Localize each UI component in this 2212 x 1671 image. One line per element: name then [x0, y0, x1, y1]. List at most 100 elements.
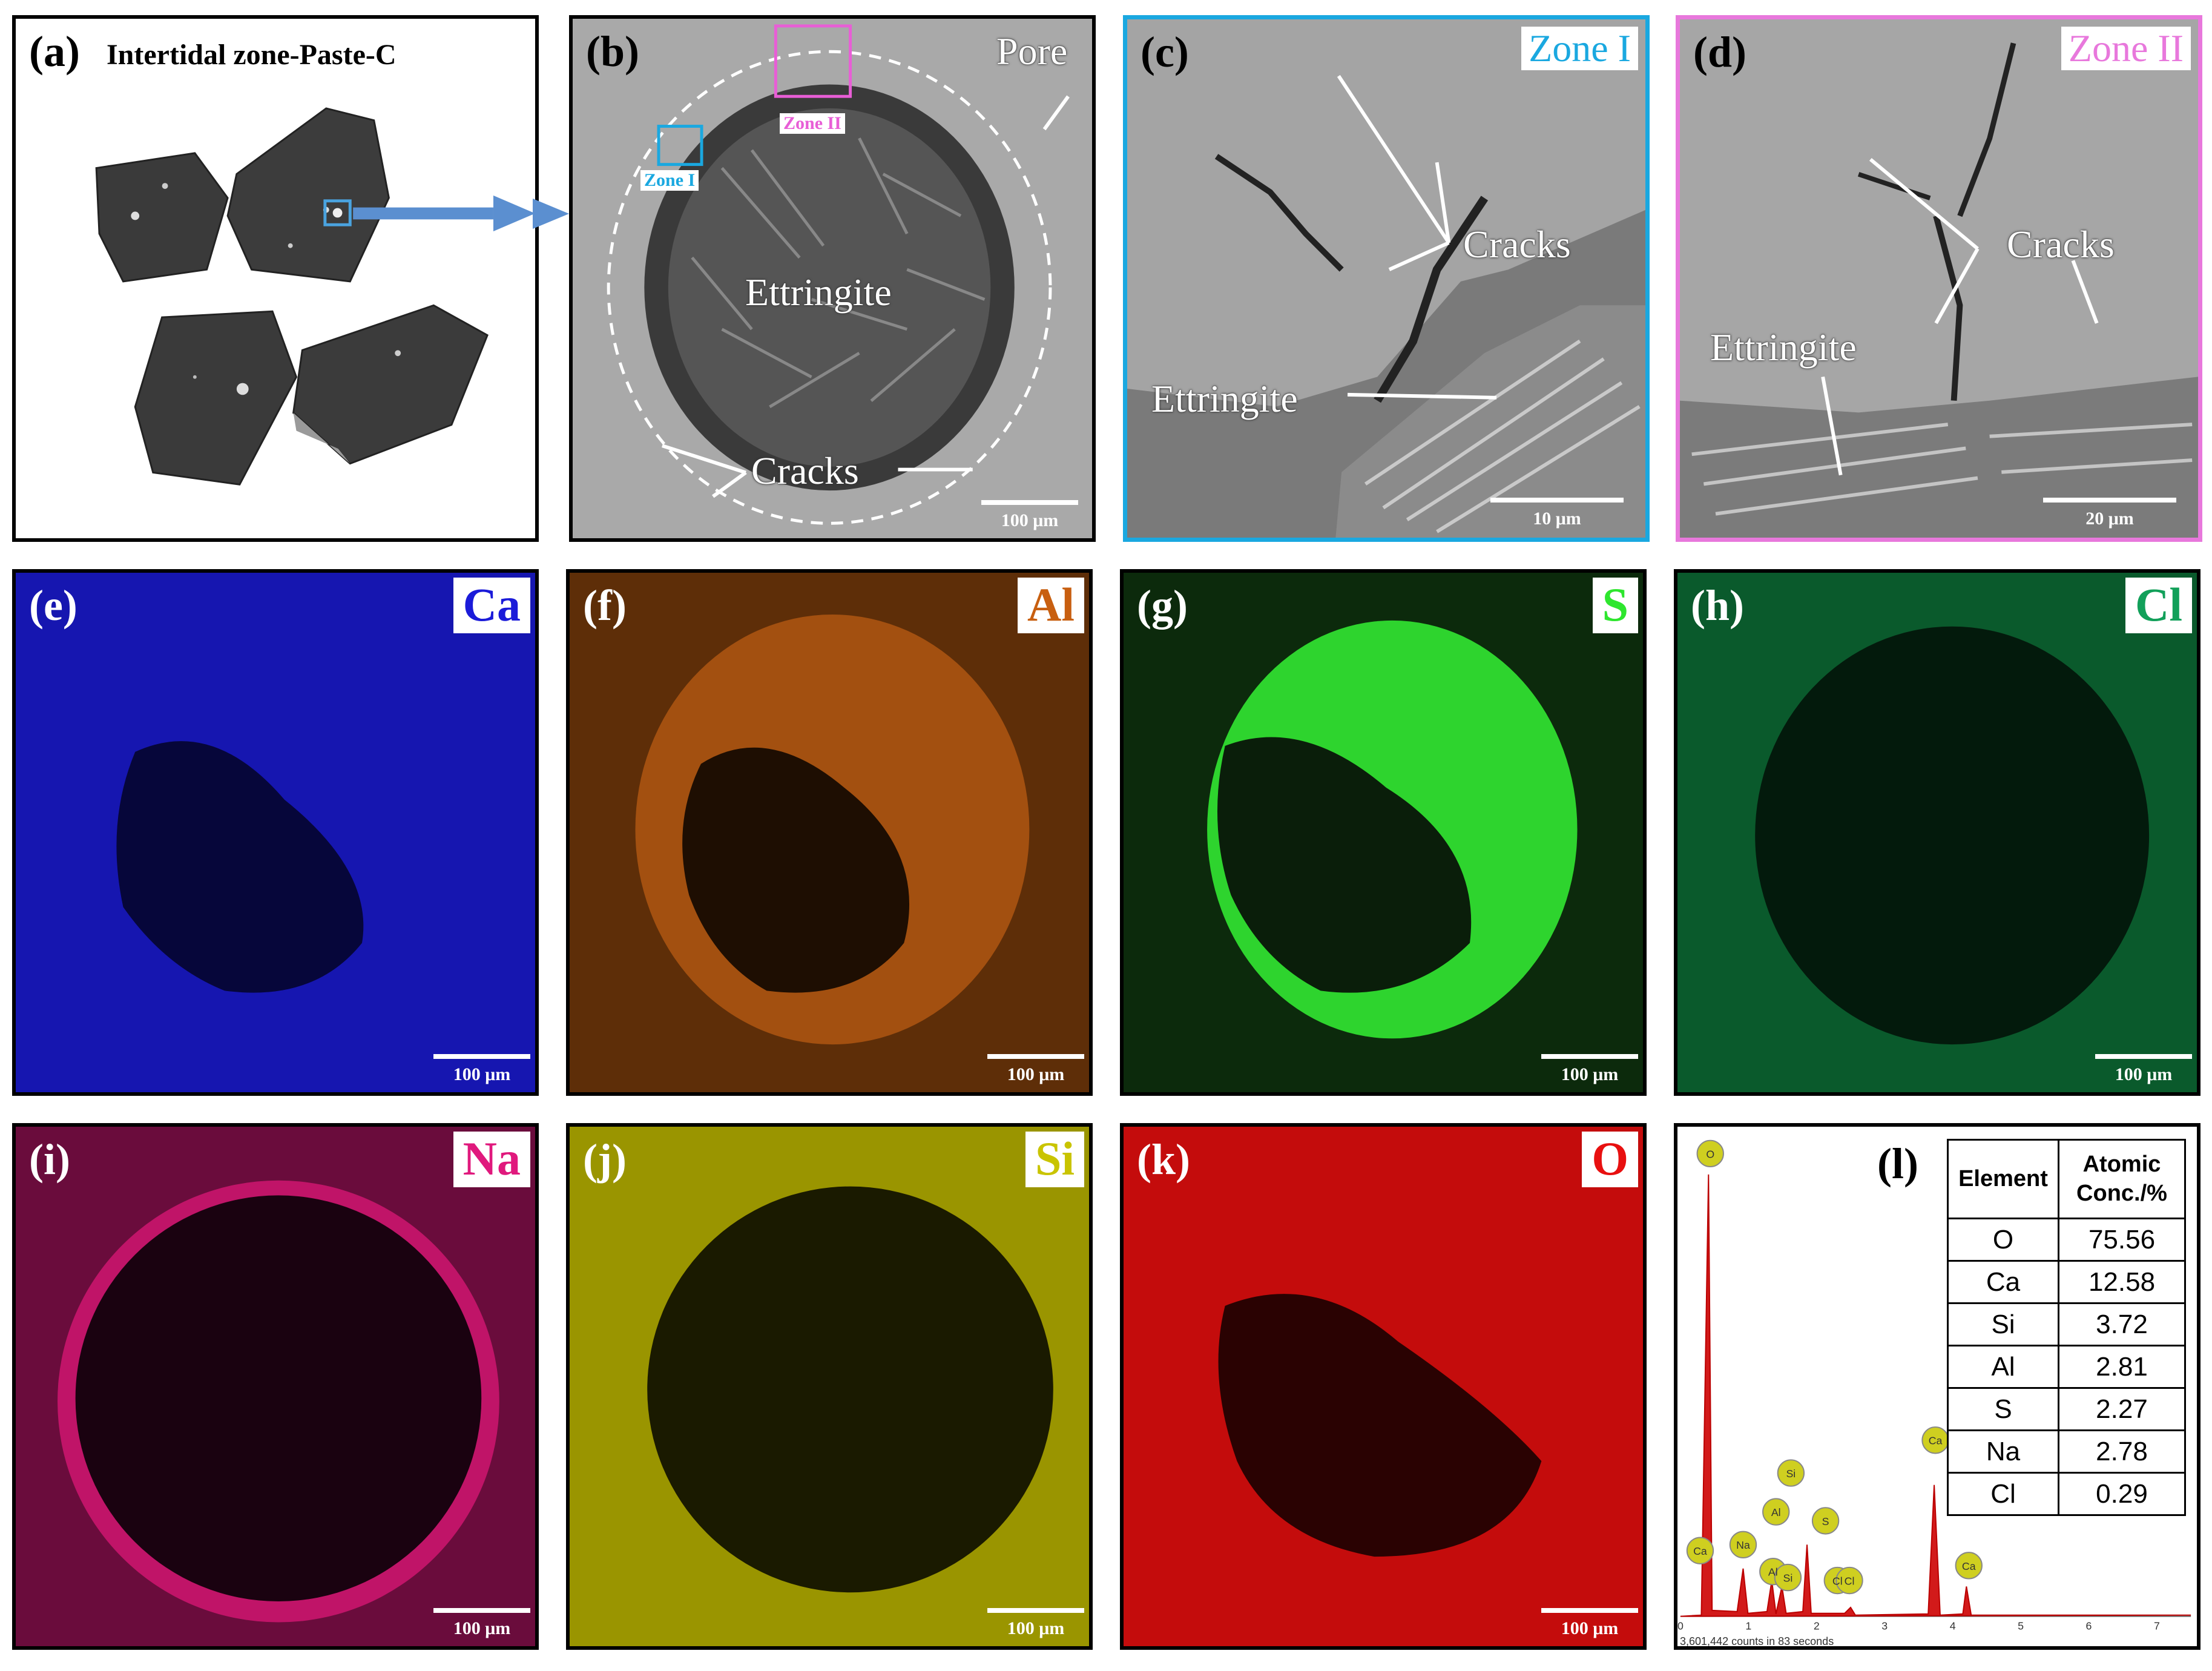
table-row: Si 3.72 [1947, 1302, 2186, 1346]
peak-label: Ca [1962, 1560, 1976, 1572]
peak-label: Si [1783, 1572, 1793, 1584]
ettringite-annotation: Ettringite [1710, 326, 1857, 369]
zone2-tag: Zone II [780, 113, 845, 134]
o-map-image [1124, 1127, 1643, 1646]
ca-map-image [16, 573, 535, 1092]
scale-label: 100 μm [1561, 1064, 1619, 1084]
table-row: O 75.56 [1947, 1218, 2186, 1262]
scale-bar [1541, 1054, 1638, 1059]
scale-bar [433, 1608, 530, 1613]
scale-label: 100 μm [453, 1618, 511, 1638]
s-map-image [1124, 573, 1643, 1092]
x-tick: 0 [1677, 1620, 1684, 1632]
zone1-title: Zone I [1521, 27, 1638, 70]
peak-label: Al [1771, 1506, 1781, 1518]
atomic-conc-table: Element Atomic Conc./% O 75.56 Ca 12.58 … [1947, 1139, 2186, 1516]
sample-fragments-image [95, 107, 535, 486]
panel-k-label: (k) [1137, 1135, 1190, 1184]
panel-e: (e) Ca 100 μm [12, 569, 539, 1096]
panel-a-label: (a) [29, 27, 80, 76]
scale-label: 100 μm [453, 1064, 511, 1084]
x-tick: 6 [2086, 1620, 2092, 1632]
cell-value: 75.56 [2058, 1218, 2186, 1262]
zone2-sem-image [1680, 19, 2198, 538]
panel-j-label: (j) [583, 1135, 627, 1184]
ettringite-annotation: Ettringite [1151, 377, 1298, 420]
element-o-tag: O [1582, 1132, 1638, 1187]
scale-bar [987, 1608, 1084, 1613]
x-tick: 5 [2018, 1620, 2024, 1632]
x-tick: 3 [1881, 1620, 1888, 1632]
cell-value: 2.81 [2058, 1345, 2186, 1389]
x-tick: 2 [1814, 1620, 1820, 1632]
panel-b-label: (b) [586, 27, 639, 76]
pore-sem-image [573, 19, 1092, 538]
scale-label: 100 μm [1007, 1618, 1065, 1638]
panel-l: (l) O Ca Na Al Si Al Si S Cl [1674, 1123, 2200, 1650]
panel-d: (d) Zone II Cracks Ettringite 20 μm [1676, 15, 2202, 542]
peak-label: Al [1768, 1566, 1778, 1578]
panel-a-title: Intertidal zone-Paste-C [107, 39, 397, 71]
panel-i: (i) Na 100 μm [12, 1123, 539, 1650]
panel-e-label: (e) [29, 581, 77, 630]
cell-element: S [1947, 1387, 2059, 1431]
peak-label: Si [1786, 1468, 1796, 1480]
cracks-annotation: Cracks [751, 449, 859, 492]
si-map-image [570, 1127, 1089, 1646]
peak-label: Cl [1845, 1575, 1855, 1587]
panel-g: (g) S 100 μm [1120, 569, 1647, 1096]
scale-bar [2095, 1054, 2192, 1059]
peak-label: S [1822, 1515, 1829, 1528]
x-tick: 7 [2154, 1620, 2160, 1632]
scale-bar [433, 1054, 530, 1059]
peak-label: Ca [1693, 1545, 1707, 1557]
scale-label: 10 μm [1533, 509, 1581, 529]
cell-element: Na [1947, 1429, 2059, 1474]
peak-label: Ca [1929, 1435, 1943, 1447]
panel-f: (f) Al 100 μm [566, 569, 1093, 1096]
scale-label: 100 μm [1561, 1618, 1619, 1638]
scale-label: 100 μm [2115, 1064, 2173, 1084]
element-na-tag: Na [453, 1132, 530, 1187]
table-header-conc: Atomic Conc./% [2058, 1139, 2186, 1219]
scale-bar [981, 500, 1078, 505]
scale-label: 100 μm [1001, 510, 1059, 530]
cell-value: 0.29 [2058, 1472, 2186, 1516]
zone1-sem-image [1127, 19, 1645, 538]
cl-map-image [1677, 573, 2197, 1092]
spectrum-footer: 3,601,442 counts in 83 seconds [1680, 1635, 1834, 1647]
panel-g-label: (g) [1137, 581, 1188, 630]
peak-label: Cl [1832, 1575, 1843, 1587]
zone1-tag: Zone I [640, 170, 699, 191]
cell-value: 2.27 [2058, 1387, 2186, 1431]
element-ca-tag: Ca [453, 578, 530, 633]
element-al-tag: Al [1018, 578, 1084, 633]
table-row: Ca 12.58 [1947, 1260, 2186, 1304]
element-s-tag: S [1592, 578, 1638, 633]
peak-label: Na [1736, 1539, 1750, 1551]
cracks-annotation: Cracks [2007, 223, 2115, 266]
panel-l-label: (l) [1877, 1139, 1918, 1188]
cell-element: Cl [1947, 1472, 2059, 1516]
panel-k: (k) O 100 μm [1120, 1123, 1647, 1650]
scale-label: 100 μm [1007, 1064, 1065, 1084]
panel-d-label: (d) [1693, 28, 1746, 76]
panel-h: (h) Cl 100 μm [1674, 569, 2200, 1096]
panel-f-label: (f) [583, 581, 627, 630]
cell-value: 2.78 [2058, 1429, 2186, 1474]
scale-bar [987, 1054, 1084, 1059]
table-row: Cl 0.29 [1947, 1472, 2186, 1516]
panel-j: (j) Si 100 μm [566, 1123, 1093, 1650]
edx-spectrum: O Ca Na Al Si Al Si S Cl Cl Ca Ca 0 1 2 … [1677, 1139, 2191, 1632]
table-row: Na 2.78 [1947, 1429, 2186, 1474]
zone2-title: Zone II [2061, 27, 2191, 70]
panel-b: (b) Pore Ettringite Cracks Zone I Zone I… [569, 15, 1096, 542]
cell-element: O [1947, 1218, 2059, 1262]
x-tick: 1 [1745, 1620, 1751, 1632]
cell-value: 12.58 [2058, 1260, 2186, 1304]
scale-label: 20 μm [2085, 509, 2134, 529]
al-map-image [570, 573, 1089, 1092]
x-tick: 4 [1950, 1620, 1956, 1632]
na-map-image [16, 1127, 535, 1646]
arrow-a-to-b [533, 199, 569, 229]
